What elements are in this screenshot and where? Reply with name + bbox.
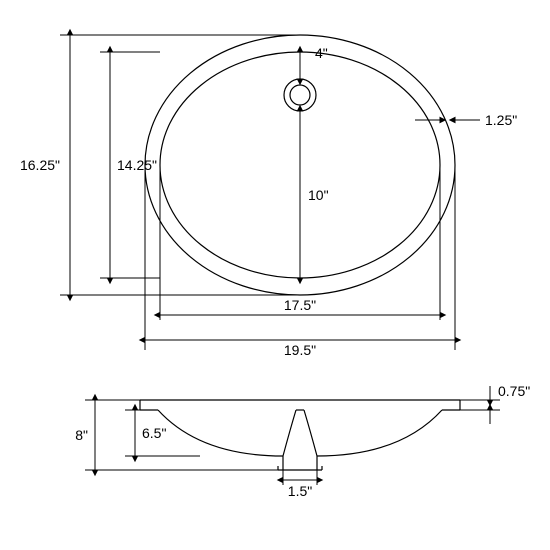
top-view: 19.5" 17.5" 16.25" 14.25" 10" 4" 1.25" [20,35,517,358]
drain-throat [283,410,296,456]
dim-ten: 10" [308,187,329,203]
dim-inner-width: 17.5" [284,297,316,313]
dim-outer-height: 16.25" [20,157,60,173]
dimension-drawing: 19.5" 17.5" 16.25" 14.25" 10" 4" 1.25" [0,0,550,550]
bowl-right [317,410,442,456]
dim-outer-width: 19.5" [284,342,316,358]
dim-four: 4" [315,45,328,61]
drain-outer [284,79,316,111]
drain-throat [304,410,317,456]
bowl-left [158,410,283,456]
dim-eight: 8" [75,427,88,443]
dim-inner-height: 14.25" [117,157,157,173]
dim-rim: 1.25" [485,112,517,128]
side-view: 8" 6.5" 1.5" 0.75" [75,383,530,499]
drain-inner [290,85,310,105]
dim-three-q: 0.75" [498,383,530,399]
dim-six-half: 6.5" [142,425,166,441]
dim-one-half: 1.5" [288,483,312,499]
